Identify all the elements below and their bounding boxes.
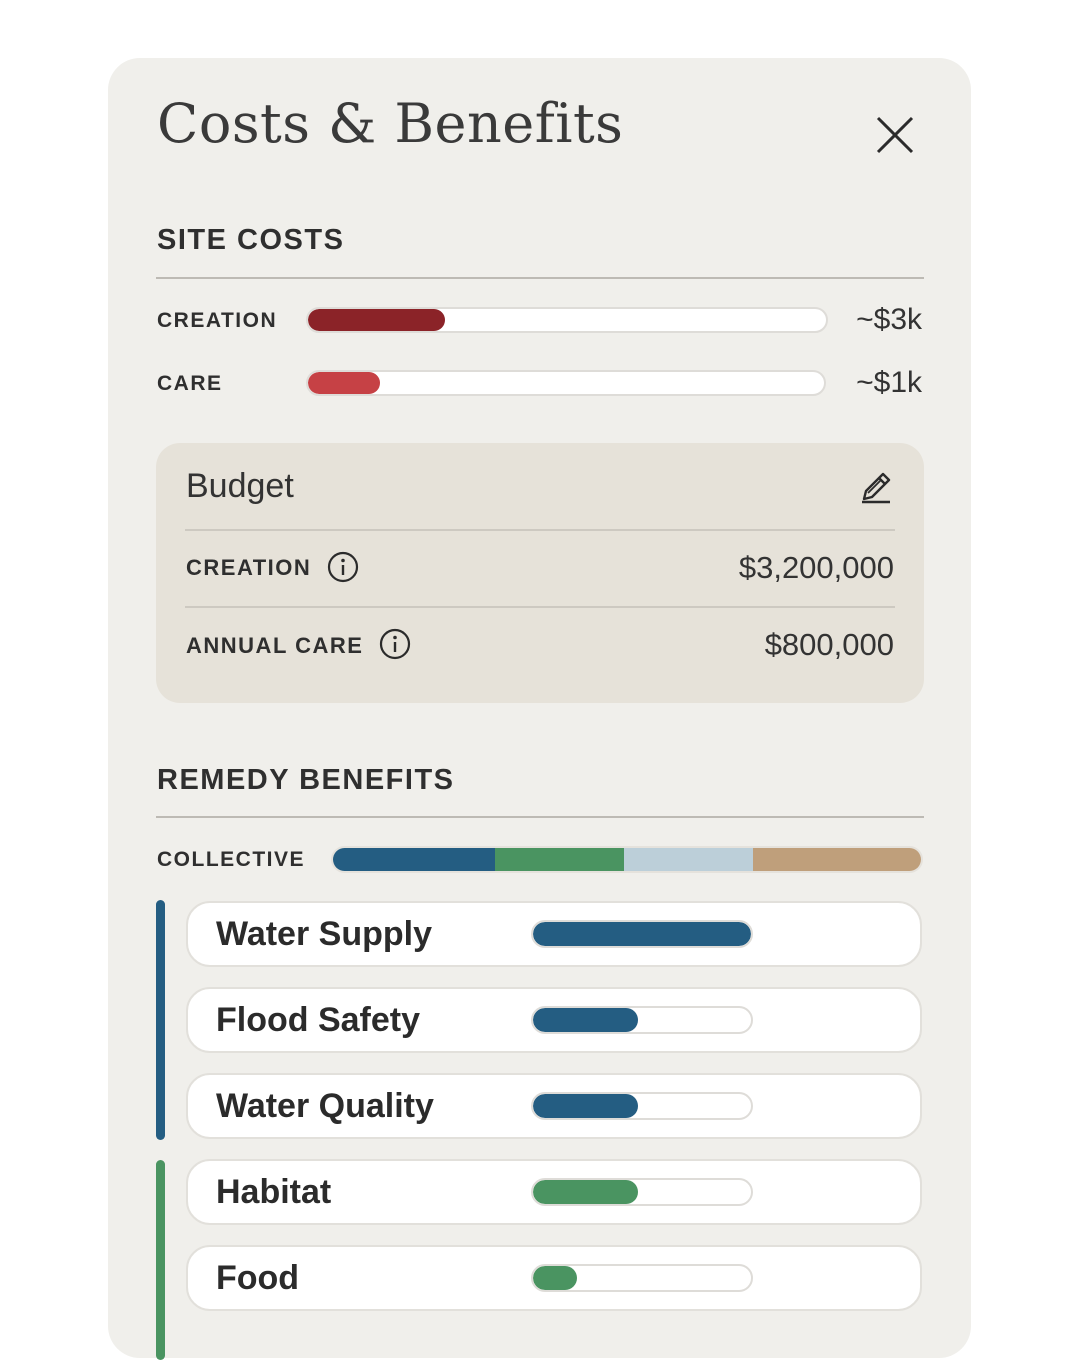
close-icon[interactable] xyxy=(870,110,920,160)
benefit-name: Habitat xyxy=(216,1173,332,1211)
budget-card: Budget CREATION $3,200,000 ANNUAL CARE $… xyxy=(156,443,924,703)
benefit-bar xyxy=(531,1006,753,1034)
benefit-food[interactable]: Food xyxy=(186,1245,922,1311)
benefit-bar-fill xyxy=(533,1094,638,1118)
info-icon[interactable] xyxy=(327,551,359,583)
divider xyxy=(185,606,895,608)
budget-creation-value: $3,200,000 xyxy=(738,550,894,585)
budget-annual-care-value: $800,000 xyxy=(764,627,894,662)
cost-bar-creation xyxy=(306,307,828,333)
benefit-name: Water Quality xyxy=(216,1087,434,1125)
cost-label-care: CARE xyxy=(157,372,223,395)
benefit-water-supply[interactable]: Water Supply xyxy=(186,901,922,967)
collective-segment xyxy=(624,848,754,871)
benefit-bar-fill xyxy=(533,922,751,946)
benefit-bar xyxy=(531,1264,753,1292)
budget-title: Budget xyxy=(186,467,294,505)
divider xyxy=(185,529,895,531)
collective-label: COLLECTIVE xyxy=(157,848,306,871)
benefit-flood-safety[interactable]: Flood Safety xyxy=(186,987,922,1053)
group-indicator-water xyxy=(156,900,165,1140)
benefit-water-quality[interactable]: Water Quality xyxy=(186,1073,922,1139)
benefit-bar-fill xyxy=(533,1180,638,1204)
benefit-name: Food xyxy=(216,1259,300,1297)
collective-bar xyxy=(331,846,923,873)
cost-bar-care xyxy=(306,370,826,396)
benefit-habitat[interactable]: Habitat xyxy=(186,1159,922,1225)
benefit-bar xyxy=(531,1178,753,1206)
cost-value-care: ~$1k xyxy=(856,366,922,399)
collective-segment xyxy=(333,848,495,871)
divider xyxy=(156,277,924,279)
budget-creation-label: CREATION xyxy=(186,555,312,580)
benefit-name: Water Supply xyxy=(216,915,432,953)
benefit-bar xyxy=(531,1092,753,1120)
cost-bar-care-fill xyxy=(308,372,381,394)
cost-label-creation: CREATION xyxy=(157,309,278,332)
benefit-bar-fill xyxy=(533,1008,638,1032)
cost-value-creation: ~$3k xyxy=(856,303,922,336)
collective-segment xyxy=(753,848,921,871)
benefit-bar-fill xyxy=(533,1266,577,1290)
info-icon[interactable] xyxy=(379,628,411,660)
benefit-name: Flood Safety xyxy=(216,1001,421,1039)
remedy-benefits-heading: REMEDY BENEFITS xyxy=(157,764,455,796)
divider xyxy=(156,816,924,818)
group-indicator-ecology xyxy=(156,1160,165,1360)
cost-bar-creation-fill xyxy=(308,309,446,331)
panel-title: Costs & Benefits xyxy=(157,92,624,155)
collective-segment xyxy=(494,848,625,871)
benefit-bar xyxy=(531,920,753,948)
costs-benefits-panel xyxy=(108,58,971,1358)
site-costs-heading: SITE COSTS xyxy=(157,224,345,256)
pencil-icon[interactable] xyxy=(856,467,896,507)
budget-annual-care-label: ANNUAL CARE xyxy=(186,633,364,658)
